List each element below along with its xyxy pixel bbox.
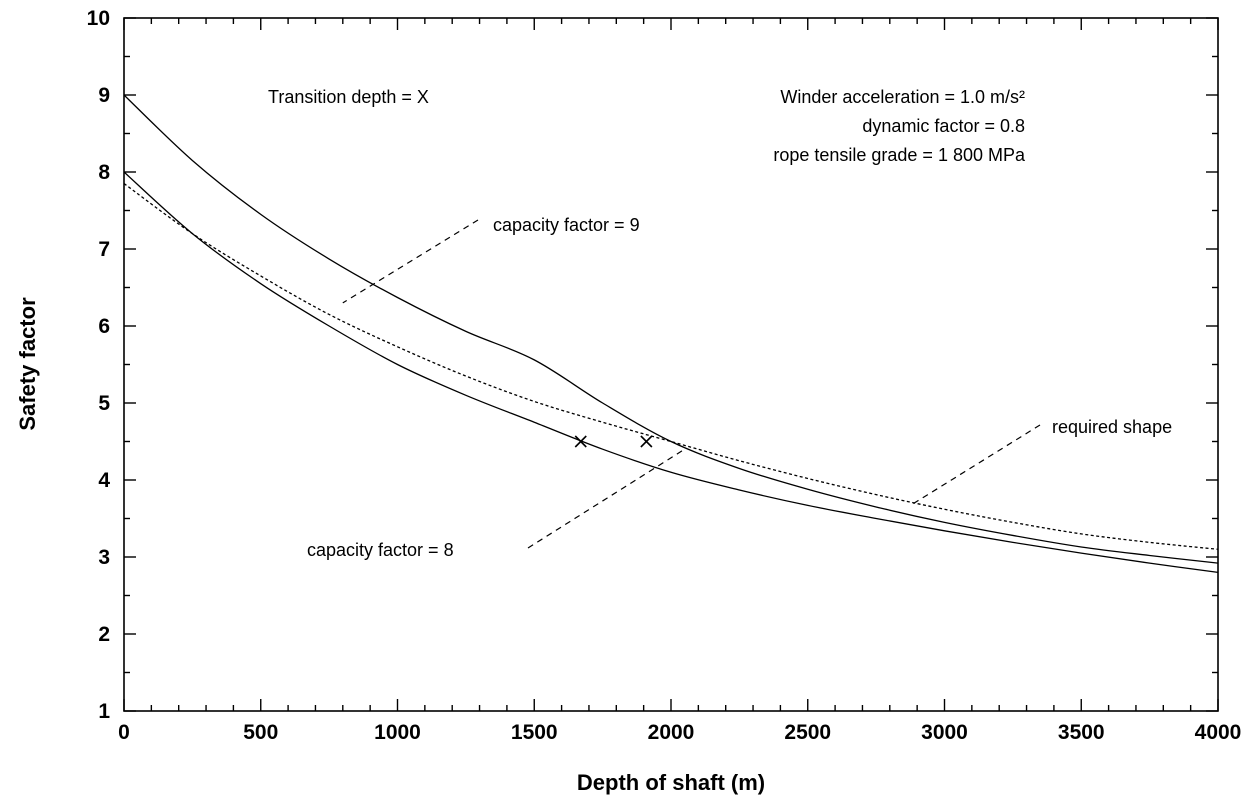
- required-shape-curve: [123, 183, 1219, 550]
- curves: [123, 94, 1219, 574]
- x-tick-label: 3500: [1058, 721, 1105, 744]
- capacity-factor-9-curve: [123, 94, 1219, 564]
- transition-depth-marker: [574, 435, 587, 448]
- capacity-factor-9-leader: [342, 219, 479, 304]
- x-tick-label: 1000: [374, 721, 421, 744]
- transition-marks: [574, 435, 653, 448]
- axis-ticks: 0 500 1000 1500 2000 2500 3000 3500 4000 1 2 3 4 5 6 7 8…: [87, 7, 1242, 744]
- x-tick-label: 2000: [648, 721, 695, 744]
- y-tick-label: 4: [98, 469, 110, 492]
- y-tick-label: 8: [98, 161, 110, 184]
- transition-mark-stroke: [640, 435, 653, 448]
- plot-frame: [123, 17, 1219, 712]
- transition-depth-marker: [640, 435, 653, 448]
- x-tick-label: 1500: [511, 721, 558, 744]
- required-shape-label: required shape: [1052, 417, 1172, 437]
- transition-mark-stroke: [574, 435, 587, 448]
- x-axis-title: Depth of shaft (m): [577, 770, 765, 795]
- dynamic-factor-note: dynamic factor = 0.8: [862, 116, 1025, 136]
- x-tick-label: 0: [118, 721, 130, 744]
- rope-tensile-grade-note: rope tensile grade = 1 800 MPa: [773, 145, 1026, 165]
- y-tick-label: 2: [98, 623, 110, 646]
- x-tick-label: 4000: [1195, 721, 1242, 744]
- y-tick-label: 10: [87, 7, 110, 30]
- capacity-factor-8-curve: [123, 171, 1219, 574]
- transition-depth-note: Transition depth = X: [268, 87, 429, 107]
- x-tick-label: 500: [243, 721, 278, 744]
- required-shape-leader: [911, 424, 1041, 506]
- capacity-factor-8-leader: [527, 448, 685, 549]
- x-tick-label: 2500: [784, 721, 831, 744]
- winder-acceleration-note: Winder acceleration = 1.0 m/s²: [780, 87, 1025, 107]
- capacity-factor-8-label: capacity factor = 8: [307, 540, 454, 560]
- y-tick-label: 6: [98, 315, 110, 338]
- x-tick-label: 3000: [921, 721, 968, 744]
- y-tick-label: 3: [98, 546, 110, 569]
- y-axis-title: Safety factor: [15, 297, 40, 431]
- y-tick-label: 7: [98, 238, 110, 261]
- y-tick-label: 5: [98, 392, 110, 415]
- y-tick-label: 9: [98, 84, 110, 107]
- leader-lines: [342, 219, 1041, 549]
- capacity-factor-9-label: capacity factor = 9: [493, 215, 640, 235]
- y-tick-label: 1: [98, 700, 110, 723]
